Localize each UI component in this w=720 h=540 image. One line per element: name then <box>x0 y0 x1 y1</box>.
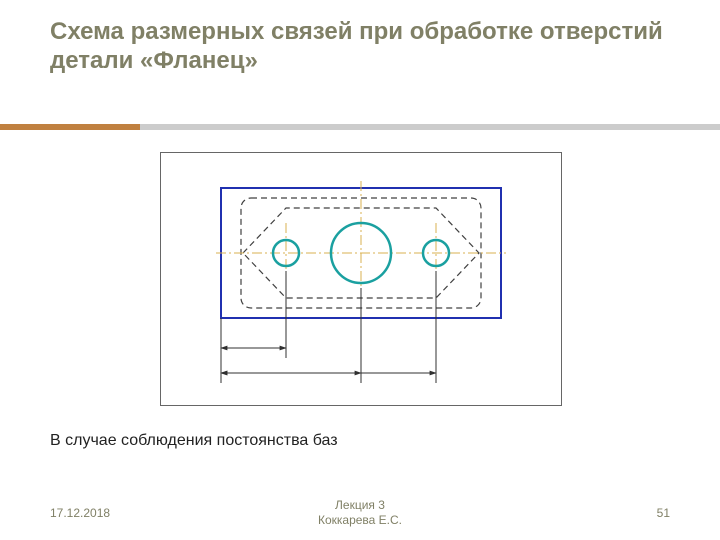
rule-gray <box>140 124 720 130</box>
footer-author: Коккарева Е.С. <box>0 513 720 528</box>
footer-center: Лекция 3 Коккарева Е.С. <box>0 498 720 528</box>
caption-text: В случае соблюдения постоянства баз <box>50 432 338 449</box>
diagram-frame <box>160 152 562 406</box>
slide: { "title": { "text": "Схема размерных св… <box>0 0 720 540</box>
rule-accent <box>0 124 140 130</box>
caption: В случае соблюдения постоянства баз <box>50 432 338 450</box>
flange-diagram <box>161 153 561 405</box>
footer-page: 51 <box>657 506 670 520</box>
title-rule <box>0 124 720 130</box>
slide-title: Схема размерных связей при обработке отв… <box>50 18 670 76</box>
footer-lecture: Лекция 3 <box>0 498 720 513</box>
title-text: Схема размерных связей при обработке отв… <box>50 18 663 74</box>
